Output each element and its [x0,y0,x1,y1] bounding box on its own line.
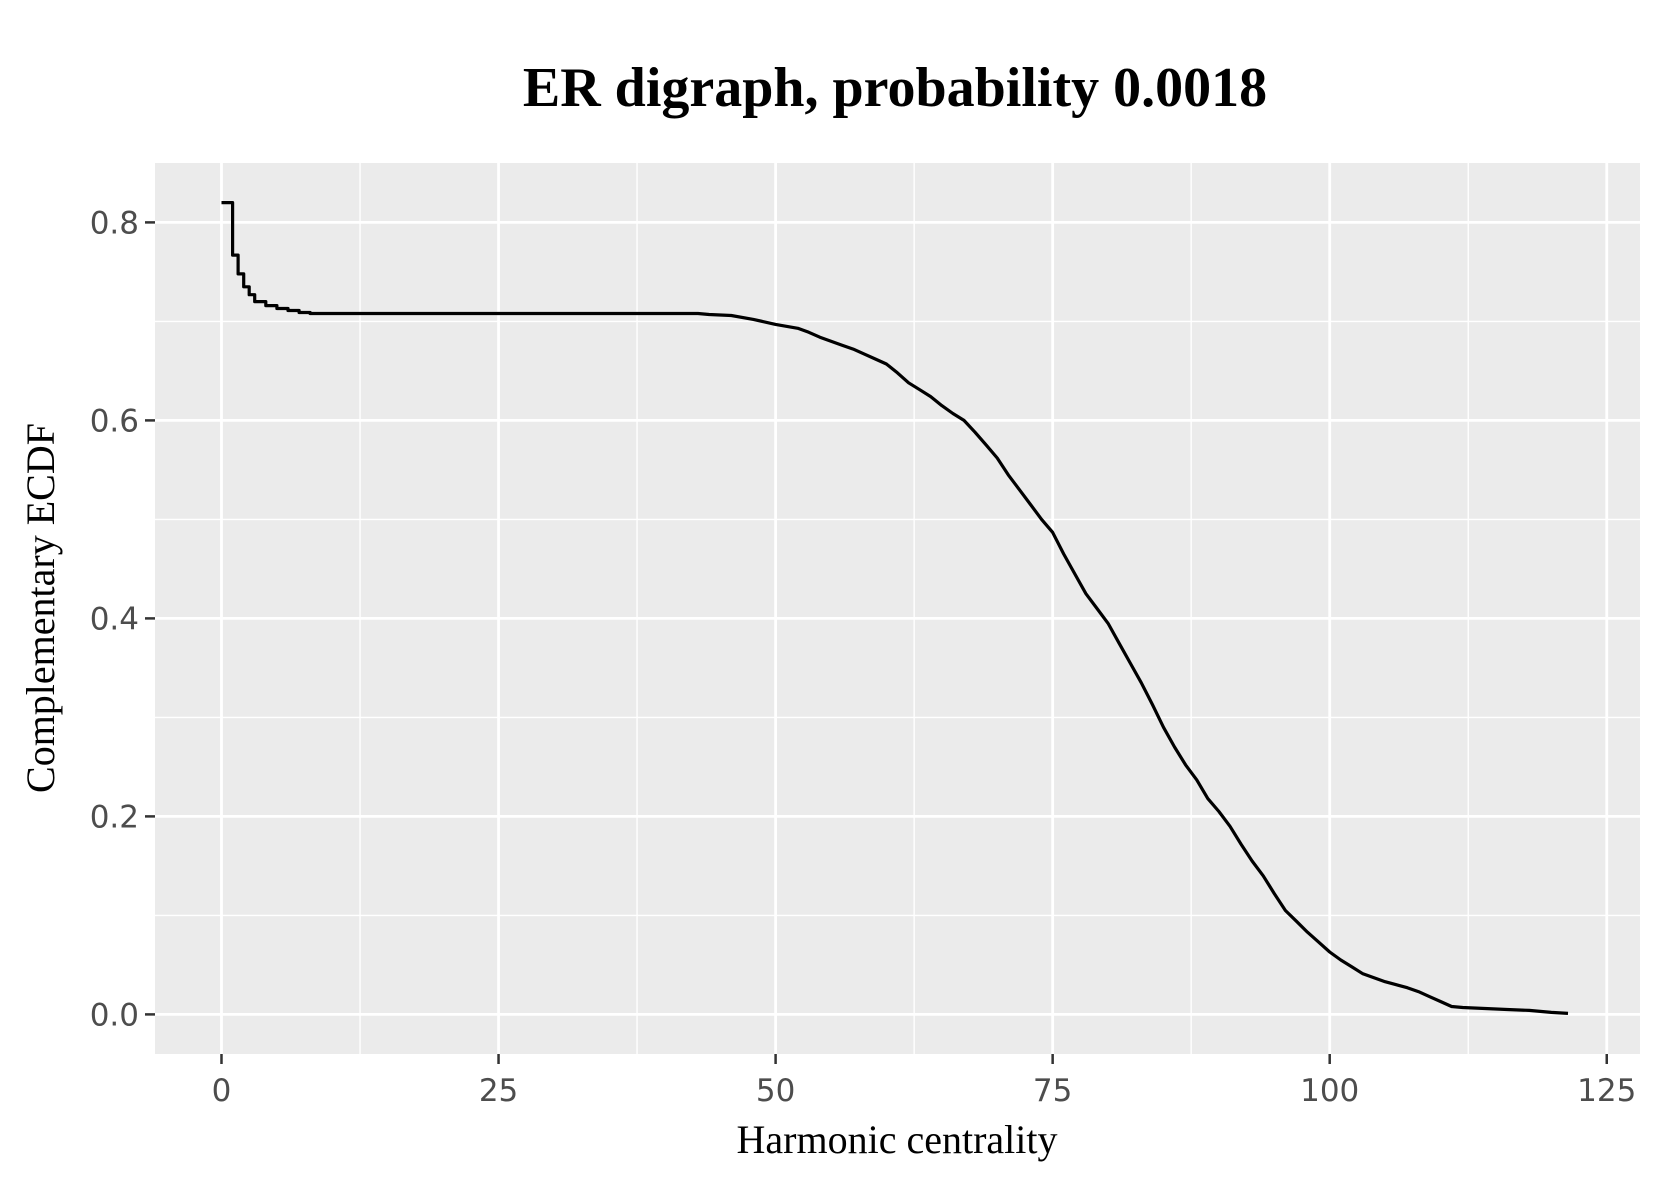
y-axis: 0.0 0.2 0.4 0.6 0.8 [90,205,155,1033]
series-layer [221,201,1569,1015]
x-axis-title: Harmonic centrality [737,1117,1058,1162]
plot-panel [155,163,1640,1054]
series-line-0 [221,201,1569,1015]
major-gridlines [155,163,1640,1054]
x-axis: 0 25 50 75 100 125 [212,1054,1636,1109]
y-tick-label: 0.2 [90,799,139,835]
y-tick-label: 0.0 [90,997,139,1033]
y-axis-title: Complementary ECDF [18,423,63,793]
y-tick-label: 0.4 [90,601,139,637]
x-tick-label: 0 [212,1073,232,1109]
x-tick-label: 25 [479,1073,518,1109]
y-tick-label: 0.6 [90,403,139,439]
minor-gridlines [155,163,1640,1054]
chart-title: ER digraph, probability 0.0018 [523,57,1267,119]
y-tick-label: 0.8 [90,205,139,241]
x-tick-label: 50 [756,1073,795,1109]
x-tick-label: 75 [1033,1073,1072,1109]
x-tick-label: 125 [1577,1073,1636,1109]
x-tick-label: 100 [1300,1073,1359,1109]
